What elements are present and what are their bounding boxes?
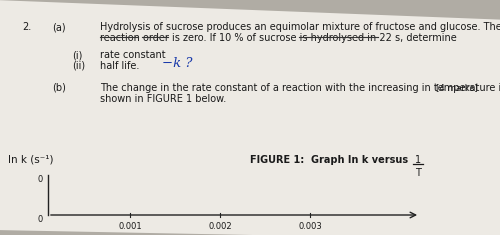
Text: shown in FIGURE 1 below.: shown in FIGURE 1 below. <box>100 94 226 104</box>
Text: The change in the rate constant of a reaction with the increasing in temperature: The change in the rate constant of a rea… <box>100 83 500 93</box>
Text: 0: 0 <box>38 175 44 184</box>
Text: [4 marks]: [4 marks] <box>436 83 478 92</box>
Text: half life.: half life. <box>100 61 140 71</box>
Text: −k ?: −k ? <box>162 57 192 70</box>
Text: 0.001: 0.001 <box>118 222 142 231</box>
Text: FIGURE 1:  Graph ln k versus: FIGURE 1: Graph ln k versus <box>250 155 408 165</box>
Text: (a): (a) <box>52 22 66 32</box>
Text: rate constant: rate constant <box>100 50 166 60</box>
Text: (ii): (ii) <box>72 61 85 71</box>
Text: 0.003: 0.003 <box>298 222 322 231</box>
Text: Hydrolysis of sucrose produces an equimolar mixture of fructose and glucose. The: Hydrolysis of sucrose produces an equimo… <box>100 22 500 32</box>
Text: ln k (s⁻¹): ln k (s⁻¹) <box>8 155 54 165</box>
Text: reaction order is zero. If 10 % of sucrose is hydrolysed in 22 s, determine: reaction order is zero. If 10 % of sucro… <box>100 33 457 43</box>
Text: (b): (b) <box>52 83 66 93</box>
Text: 0.002: 0.002 <box>208 222 232 231</box>
Text: 1: 1 <box>415 155 421 165</box>
Text: T: T <box>415 168 421 178</box>
Text: 0: 0 <box>38 215 44 224</box>
Text: 2.: 2. <box>22 22 31 32</box>
Text: (i): (i) <box>72 50 83 60</box>
